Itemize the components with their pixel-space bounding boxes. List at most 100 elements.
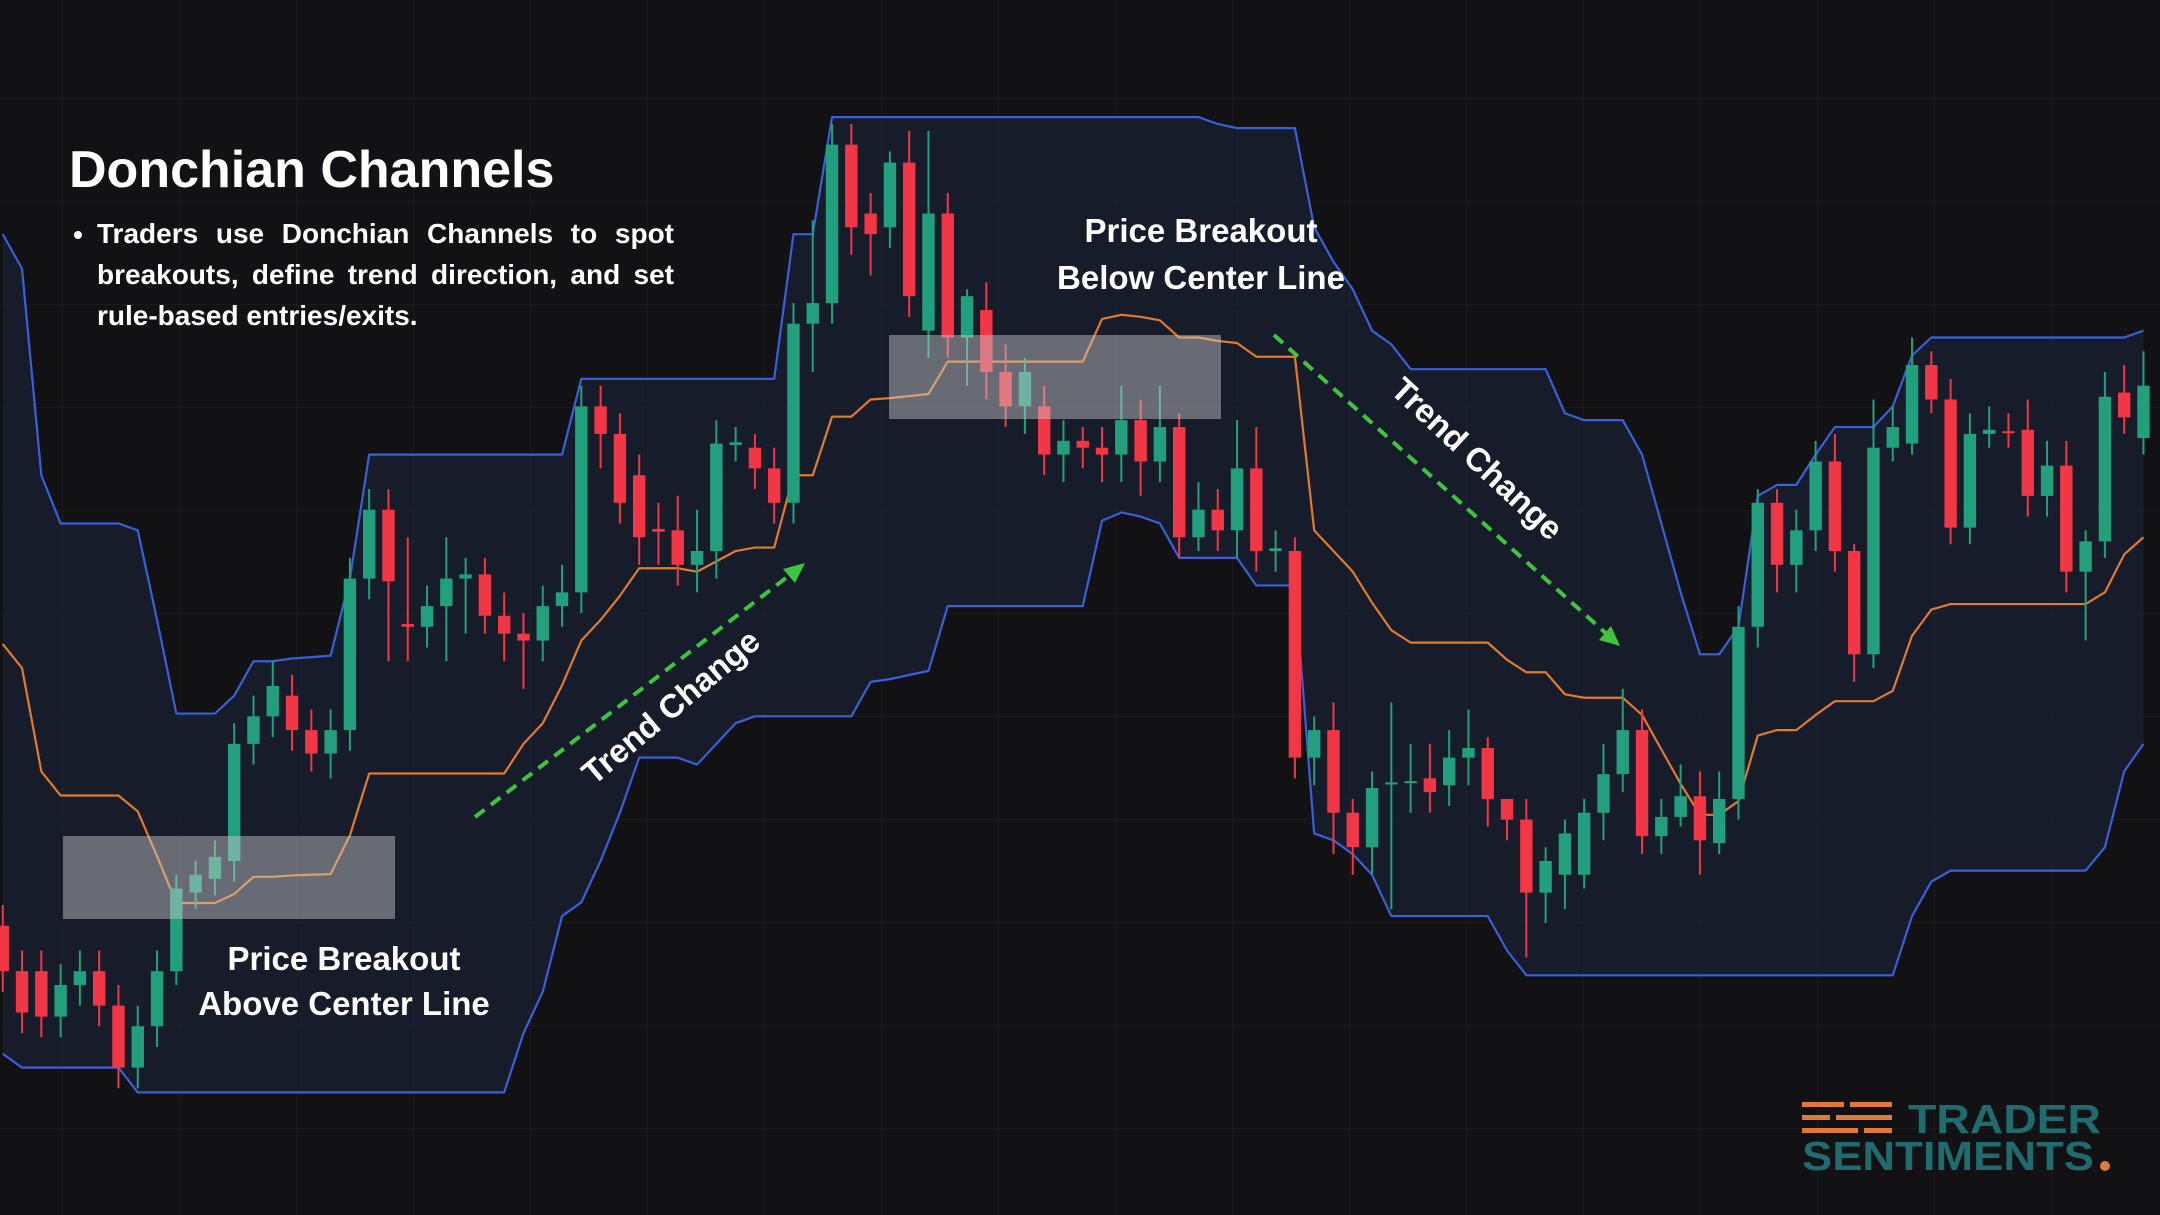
candle-body — [1346, 812, 1359, 848]
candle-body — [227, 743, 241, 861]
logo-text: TRADER — [1908, 1096, 2101, 1142]
candle-body — [1018, 371, 1032, 407]
candle-body — [1423, 778, 1437, 793]
annotation: Above Center Line — [198, 985, 490, 1022]
candle-body — [1076, 440, 1089, 448]
candle-body — [440, 578, 453, 607]
candle-body — [1211, 509, 1224, 531]
middle-line — [1, 313, 2145, 905]
lower-band — [2, 511, 2145, 1094]
candle-body — [806, 303, 819, 324]
highlight-box — [63, 836, 395, 919]
candle-body — [1288, 551, 1302, 758]
candle-body — [1732, 626, 1745, 799]
candle-body — [1809, 461, 1822, 531]
highlight-box — [889, 335, 1221, 419]
candle-body — [517, 633, 530, 641]
candle-body — [420, 606, 434, 627]
candle-body — [1115, 420, 1128, 455]
candle-body — [710, 443, 723, 552]
candle-body — [1847, 551, 1861, 655]
bullet: Traders use Donchian Channels to spot br… — [97, 213, 674, 336]
candle-body — [112, 1005, 125, 1068]
candle-body — [459, 574, 472, 579]
candle-body — [864, 213, 877, 235]
candle-body — [1597, 774, 1610, 813]
candle-body — [941, 213, 954, 338]
candle-body — [902, 162, 916, 297]
title: Donchian Channels — [69, 141, 555, 199]
candle-body — [497, 615, 511, 634]
candle-layer — [0, 123, 2150, 1089]
candle-body — [2060, 465, 2073, 572]
candle-body — [1982, 429, 1996, 434]
candle-body — [1230, 468, 1244, 531]
candle-body — [632, 475, 646, 538]
candle-body — [787, 323, 800, 503]
candle-body — [1172, 427, 1186, 538]
candle-body — [575, 406, 588, 593]
candle-body — [35, 971, 48, 1017]
candle-body — [1635, 730, 1649, 837]
arrow — [1272, 333, 1612, 639]
arrow-head — [1599, 626, 1620, 646]
candle-body — [825, 144, 839, 304]
candle-body — [1616, 730, 1629, 775]
candle-body — [1385, 782, 1398, 785]
candle-body — [1520, 819, 1533, 893]
candle-body — [208, 856, 222, 879]
candle-body — [1037, 406, 1051, 455]
candle-body — [1674, 796, 1687, 817]
candle-body — [2040, 465, 2054, 496]
candle-body — [247, 716, 260, 744]
candle-body — [324, 730, 337, 754]
candle-body — [1886, 427, 1899, 448]
logo-text: SENTIMENTS — [1802, 1133, 2094, 1179]
candle-body — [922, 213, 935, 331]
bullet-list: Traders use Donchian Channels to spot br… — [69, 213, 674, 336]
candle-body — [1462, 748, 1475, 758]
candle-body — [536, 606, 549, 641]
candle-body — [1963, 433, 1977, 528]
candle-body — [1655, 816, 1668, 837]
candle-body — [0, 925, 9, 972]
logo-dash — [1850, 1102, 1892, 1107]
candle-body — [1751, 502, 1764, 627]
candle-body — [2079, 541, 2092, 572]
candle-body — [729, 442, 742, 445]
candle-body — [15, 971, 29, 1013]
candle-body — [1500, 798, 1514, 820]
candle-body — [652, 528, 665, 532]
candle-body — [671, 530, 684, 565]
logo-dash — [1802, 1102, 1844, 1107]
candle-body — [478, 574, 492, 616]
candle-body — [845, 144, 858, 228]
candle-body — [960, 296, 974, 338]
logo-dot — [2100, 1161, 2110, 1171]
candle-body — [285, 695, 299, 731]
candle-body — [1481, 748, 1494, 799]
candle-body — [1905, 365, 1919, 444]
candle-body — [1693, 796, 1707, 841]
annotation: Below Center Line — [1057, 259, 1345, 296]
candle-body — [150, 971, 164, 1027]
candle-body — [401, 624, 414, 627]
candle-body — [1404, 781, 1417, 784]
candle-body — [690, 551, 704, 565]
candle-body — [362, 509, 376, 579]
annotation: Price Breakout — [1085, 212, 1318, 249]
candle-body — [92, 971, 106, 1006]
candle-body — [2117, 392, 2131, 418]
candle-body — [748, 447, 762, 469]
candle-body — [1269, 548, 1282, 552]
candle-body — [1944, 399, 1957, 528]
logo: TRADER SENTIMENTS — [1802, 1096, 2110, 1179]
arrow — [473, 569, 797, 819]
candle-body — [613, 433, 627, 503]
candle-body — [1925, 365, 1938, 400]
candle-body — [1250, 468, 1263, 552]
logo-dash — [1802, 1128, 1858, 1133]
candle-body — [1327, 730, 1340, 813]
channel-fill — [2, 117, 2144, 1093]
channel-layer — [1, 115, 2145, 1094]
